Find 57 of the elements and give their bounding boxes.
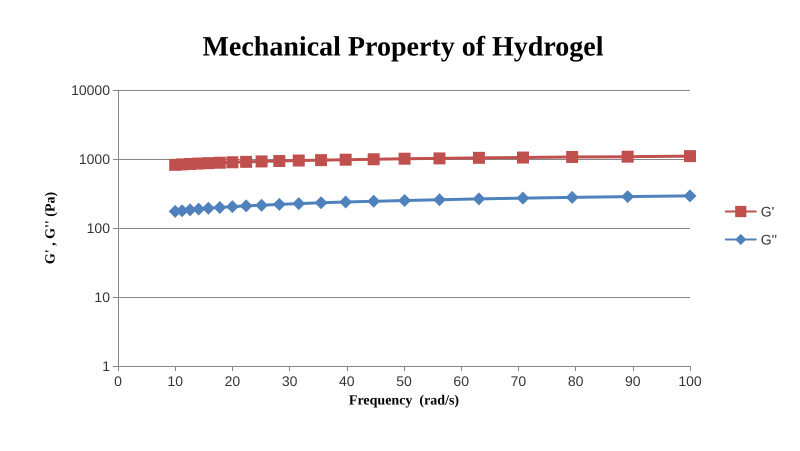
point (240, 199, 253, 212)
point (398, 194, 412, 208)
point (621, 190, 634, 204)
point (433, 152, 446, 164)
y-tick-label: 10 (94, 289, 110, 305)
y-tick-label: 10000 (71, 82, 110, 98)
x-tick-label: 20 (224, 373, 240, 389)
y-tick-label: 1 (102, 358, 110, 374)
point (213, 201, 226, 214)
point (214, 156, 226, 169)
point (684, 189, 696, 202)
point (202, 202, 215, 215)
point (340, 154, 352, 166)
point (184, 203, 197, 216)
point (202, 157, 214, 170)
point (472, 192, 486, 206)
point (240, 156, 252, 168)
y-tick-label: 100 (86, 220, 110, 236)
x-tick-label: 80 (568, 373, 584, 389)
point (255, 198, 268, 212)
point (315, 154, 328, 166)
x-tick-label: 60 (453, 373, 470, 389)
point (256, 155, 268, 168)
y-tick-label: 1000 (78, 151, 110, 167)
point (368, 153, 380, 166)
point (292, 154, 305, 167)
point (684, 150, 696, 162)
point (472, 152, 485, 164)
point (273, 155, 286, 168)
point (516, 192, 530, 205)
x-tick-label: 50 (396, 373, 412, 389)
point (566, 190, 579, 204)
point (314, 196, 328, 210)
x-tick-label: 0 (114, 373, 122, 389)
point (367, 194, 380, 208)
legend-label: G' (760, 204, 774, 220)
point (398, 152, 411, 165)
point (192, 202, 206, 216)
point (292, 197, 306, 210)
point (272, 198, 286, 211)
y-axis-title: G' , G'' (Pa) (44, 192, 58, 264)
point (226, 156, 238, 168)
point (226, 200, 239, 214)
legend-label: G'' (760, 232, 778, 248)
point (432, 193, 446, 206)
point (622, 150, 634, 163)
x-axis-title: Frequency (rad/s) (348, 394, 460, 408)
x-tick-label: 30 (282, 373, 298, 389)
point (339, 196, 352, 209)
x-tick-label: 90 (625, 373, 641, 389)
x-tick-label: 40 (339, 373, 355, 389)
x-tick-label: 10 (167, 373, 184, 389)
point (516, 152, 529, 164)
chart-title: Mechanical Property of Hydrogel (202, 32, 604, 62)
point (566, 150, 578, 163)
x-tick-label: 70 (510, 373, 526, 389)
x-tick-label: 100 (678, 373, 702, 389)
